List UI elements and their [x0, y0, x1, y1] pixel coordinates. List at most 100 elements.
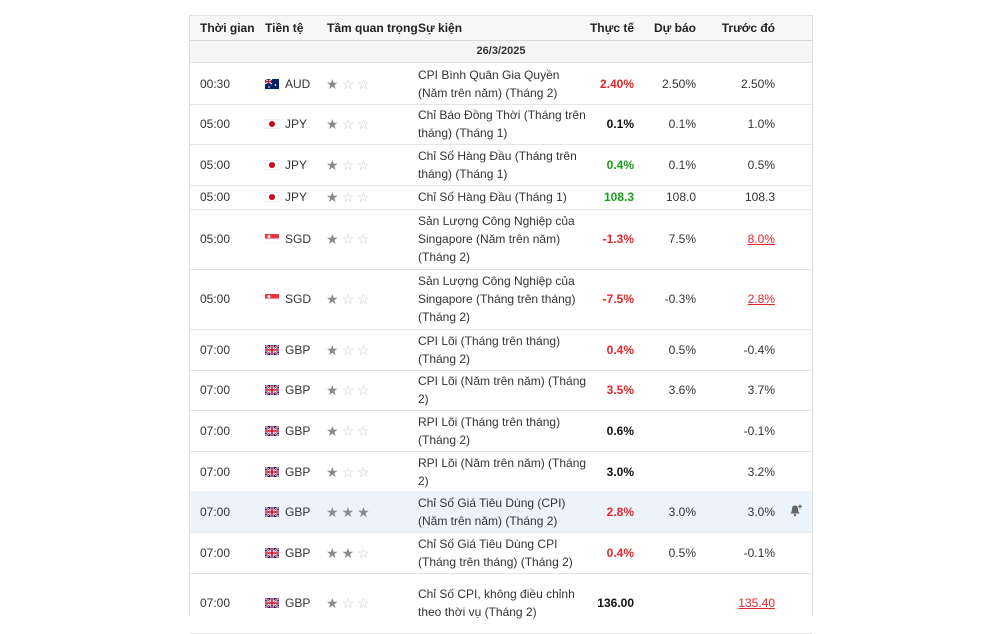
previous-value: -0.4% — [743, 342, 775, 357]
star-empty-icon: ☆ — [357, 381, 370, 398]
previous-value: 3.7% — [747, 382, 775, 397]
star-empty-icon: ☆ — [357, 231, 370, 247]
event-name-link[interactable]: Chỉ Số Hàng Đầu (Tháng 1) — [418, 190, 567, 204]
forecast-value: 2.50% — [661, 76, 696, 91]
event-name-link[interactable]: CPI Bình Quân Gia Quyền (Năm trên năm) (… — [418, 67, 560, 100]
forecast-value: 0.1% — [668, 116, 696, 131]
event-time: 07:00 — [200, 596, 231, 610]
event-name-link[interactable]: CPI Lõi (Tháng trên tháng) (Tháng 2) — [418, 333, 561, 366]
forecast-value: 3.0% — [668, 504, 696, 519]
gb-flag-icon — [265, 425, 279, 436]
star-filled-icon: ★ — [326, 381, 339, 398]
currency-cell: GBP — [265, 343, 310, 357]
importance-stars: ★ ☆ ☆ — [326, 190, 370, 204]
currency-code: GBP — [285, 382, 311, 397]
previous-value: 1.0% — [747, 116, 775, 131]
table-row[interactable]: 07:00 GBP ★ ☆ ☆ Chỉ Số CPI, không điều chỉnh … — [190, 573, 812, 634]
event-name-link[interactable]: Chỉ Báo Đồng Thời (Tháng trên tháng) (Th… — [418, 107, 586, 140]
gb-flag-icon — [265, 506, 279, 517]
header-previous[interactable]: Trước đó — [721, 21, 775, 35]
table-row[interactable]: 05:00 JPY ★ ☆ ☆ Chỉ Số Hàng Đầu (Tháng trên t… — [190, 144, 812, 186]
header-actual[interactable]: Thực tế — [589, 21, 634, 35]
currency-code: JPY — [285, 116, 308, 131]
star-empty-icon: ☆ — [357, 463, 370, 480]
star-empty-icon: ☆ — [341, 595, 355, 611]
header-currency[interactable]: Tiền tệ — [265, 21, 304, 35]
currency-code: JPY — [285, 157, 308, 172]
table-row[interactable]: 07:00 GBP ★ ★ ☆ Chỉ Số Giá Tiêu Dùng CPI (Thá… — [190, 532, 812, 574]
event-time: 07:00 — [200, 545, 231, 560]
importance-stars: ★ ☆ ☆ — [326, 292, 370, 306]
table-row[interactable]: 05:00 JPY ★ ☆ ☆ Chỉ Số Hàng Đầu (Tháng 1) 108.… — [190, 185, 812, 210]
table-row[interactable]: 07:00 GBP ★ ☆ ☆ RPI Lõi (Năm trên năm) (Tháng… — [190, 451, 812, 493]
star-filled-icon: ★ — [326, 291, 339, 307]
currency-code: GBP — [285, 342, 311, 357]
event-name-link[interactable]: Chỉ Số Giá Tiêu Dùng CPI (Tháng trên thá… — [418, 536, 573, 569]
event-name-link[interactable]: RPI Lõi (Năm trên năm) (Tháng 2) — [418, 455, 587, 488]
star-filled-icon: ★ — [357, 503, 370, 520]
actual-value: 3.0% — [606, 464, 634, 479]
event-time: 07:00 — [200, 382, 231, 397]
table-header: Thời gian Tiền tệ Tầm quan trọng Sự kiện… — [190, 16, 812, 41]
event-name-link[interactable]: CPI Lõi (Năm trên năm) (Tháng 2) — [418, 373, 587, 406]
gb-flag-icon — [265, 384, 279, 395]
star-filled-icon: ★ — [341, 544, 355, 561]
bell-plus-icon[interactable] — [788, 503, 804, 520]
currency-cell: JPY — [265, 158, 307, 172]
currency-code: GBP — [285, 464, 311, 479]
star-filled-icon: ★ — [326, 422, 339, 439]
header-importance[interactable]: Tầm quan trọng — [327, 21, 418, 35]
actual-value: 136.00 — [597, 596, 634, 610]
currency-code: GBP — [285, 596, 311, 610]
star-filled-icon: ★ — [326, 115, 339, 132]
star-empty-icon: ☆ — [341, 463, 355, 480]
currency-code: JPY — [285, 190, 308, 204]
actual-value: -7.5% — [602, 292, 634, 306]
event-name-link[interactable]: Sản Lượng Công Nghiệp của Singapore (Thá… — [418, 274, 576, 324]
previous-value: 3.0% — [747, 504, 775, 519]
table-row[interactable]: 07:00 GBP ★ ☆ ☆ CPI Lõi (Tháng trên tháng) (T… — [190, 329, 812, 371]
event-time: 00:30 — [200, 76, 231, 91]
previous-value: 2.8% — [747, 292, 775, 306]
star-filled-icon: ★ — [326, 156, 339, 173]
event-name-link[interactable]: Chỉ Số Giá Tiêu Dùng (CPI) (Năm trên năm… — [418, 495, 566, 528]
forecast-value: 108.0 — [665, 190, 696, 204]
event-name-link[interactable]: Sản Lượng Công Nghiệp của Singapore (Năm… — [418, 214, 575, 264]
star-empty-icon: ☆ — [341, 115, 355, 132]
star-empty-icon: ☆ — [357, 422, 370, 439]
table-row[interactable]: 07:00 GBP ★ ☆ ☆ CPI Lõi (Năm trên năm) (Tháng… — [190, 369, 812, 411]
event-time: 07:00 — [200, 504, 231, 519]
currency-cell: GBP — [265, 465, 310, 479]
table-row[interactable]: 05:00 SGD ★ ☆ ☆ Sản Lượng Công Nghiệp của Sin… — [190, 269, 812, 330]
importance-stars: ★ ☆ ☆ — [326, 596, 370, 610]
gb-flag-icon — [265, 547, 279, 558]
table-row[interactable]: 00:30 AUD ★ ☆ ☆ CPI Bình Quân Gia Quyền (Năm … — [190, 63, 812, 105]
currency-code: SGD — [285, 232, 312, 246]
event-time: 07:00 — [200, 423, 231, 438]
currency-code: GBP — [285, 423, 311, 438]
event-name-link[interactable]: Chỉ Số Hàng Đầu (Tháng trên tháng) (Thán… — [418, 148, 577, 181]
star-filled-icon: ★ — [326, 463, 339, 480]
importance-stars: ★ ☆ ☆ — [326, 424, 370, 438]
forecast-value: 0.5% — [668, 545, 696, 560]
star-filled-icon: ★ — [326, 75, 339, 92]
star-empty-icon: ☆ — [357, 115, 370, 132]
importance-stars: ★ ☆ ☆ — [326, 343, 370, 357]
table-row[interactable]: 07:00 GBP ★ ★ ★ Chỉ Số Giá Tiêu Dùng (CPI) (N… — [190, 491, 812, 533]
header-time[interactable]: Thời gian — [200, 21, 255, 35]
sg-flag-icon — [265, 294, 279, 304]
table-row[interactable]: 07:00 GBP ★ ☆ ☆ RPI Lõi (Tháng trên tháng) (T… — [190, 410, 812, 452]
sg-flag-icon — [265, 234, 279, 244]
header-forecast[interactable]: Dự báo — [653, 21, 696, 35]
currency-cell: SGD — [265, 292, 311, 306]
actual-value: 0.6% — [606, 423, 634, 438]
star-filled-icon: ★ — [341, 503, 355, 520]
table-row[interactable]: 05:00 JPY ★ ☆ ☆ Chỉ Báo Đồng Thời (Tháng trên… — [190, 103, 812, 145]
actual-value: 2.8% — [606, 504, 634, 519]
jp-flag-icon — [265, 118, 279, 129]
header-event[interactable]: Sự kiện — [418, 21, 463, 35]
star-empty-icon: ☆ — [341, 341, 355, 358]
event-name-link[interactable]: RPI Lõi (Tháng trên tháng) (Tháng 2) — [418, 414, 561, 447]
event-name-link[interactable]: Chỉ Số CPI, không điều chỉnh theo thời v… — [418, 587, 575, 619]
table-row[interactable]: 05:00 SGD ★ ☆ ☆ Sản Lượng Công Nghiệp của Sin… — [190, 209, 812, 270]
